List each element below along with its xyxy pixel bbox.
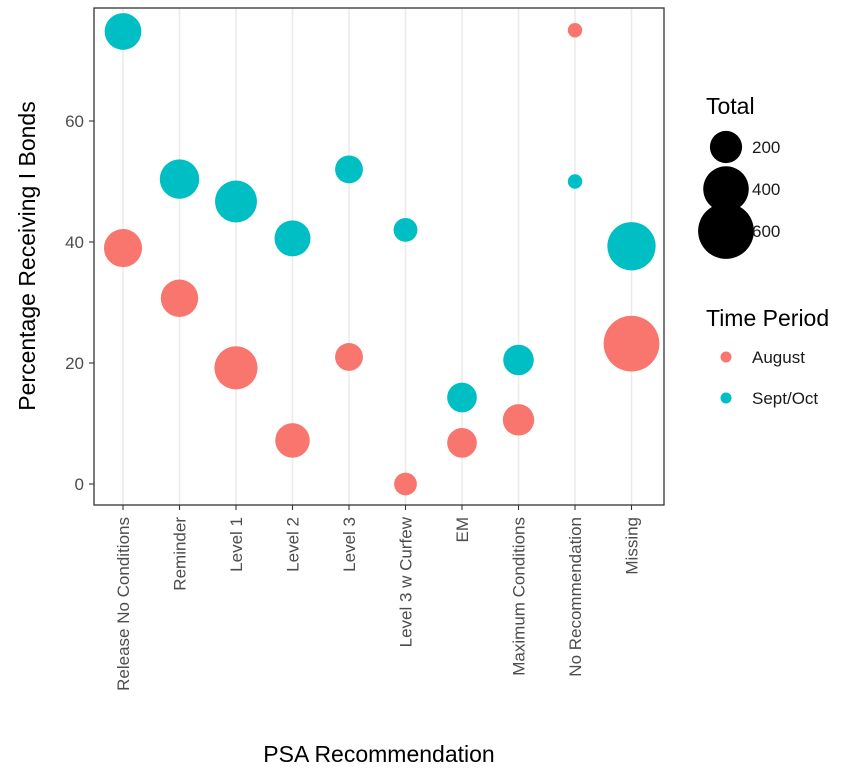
color-legend-title: Time Period xyxy=(706,305,829,331)
data-point-sept-oct xyxy=(567,174,583,189)
color-legend-key xyxy=(720,351,732,363)
color-legend-items: August Sept/Oct xyxy=(720,348,818,408)
size-legend-key xyxy=(709,130,743,164)
x-tick-label: Reminder xyxy=(171,517,190,591)
x-tick-label: Maximum Conditions xyxy=(510,517,529,676)
plot-border xyxy=(93,7,665,506)
data-point-sept-oct xyxy=(335,155,363,184)
x-axis: Release No Conditions Reminder Level 1 Leve… xyxy=(114,505,642,691)
size-legend-title: Total xyxy=(706,93,755,119)
size-legend-key xyxy=(703,166,749,212)
x-axis-title: PSA Recommendation xyxy=(263,741,494,767)
data-point-august xyxy=(335,343,363,371)
size-legend-label: 200 xyxy=(752,138,780,157)
y-tick-label: 40 xyxy=(65,233,84,252)
data-point-sept-oct xyxy=(447,382,477,413)
x-tick-label: EM xyxy=(453,517,472,543)
x-tick-label: No Recommendation xyxy=(566,517,585,677)
x-tick-label: Level 3 w Curfew xyxy=(397,516,416,647)
color-legend: Time Period August Sept/Oct xyxy=(706,305,829,408)
data-point-sept-oct xyxy=(607,222,656,271)
data-point-august xyxy=(447,428,477,458)
y-axis: 0 20 40 60 xyxy=(65,112,94,494)
y-tick-label: 0 xyxy=(75,475,84,494)
x-tick-label: Release No Conditions xyxy=(114,517,133,691)
plot-panel xyxy=(94,8,664,505)
data-point-sept-oct xyxy=(274,220,311,257)
x-tick-label: Missing xyxy=(623,517,642,575)
data-point-august xyxy=(160,279,199,317)
data-point-sept-oct xyxy=(159,159,200,199)
y-tick-label: 60 xyxy=(65,112,84,131)
data-point-august xyxy=(103,229,143,268)
color-legend-key xyxy=(720,392,732,404)
data-point-august xyxy=(603,315,660,372)
data-point-sept-oct xyxy=(215,180,257,223)
data-point-august xyxy=(394,472,417,496)
x-tick-label: Level 2 xyxy=(284,517,303,572)
data-point-august xyxy=(502,404,535,436)
data-point-sept-oct xyxy=(104,13,142,50)
data-point-august xyxy=(214,346,258,390)
data-point-sept-oct xyxy=(503,344,534,376)
data-points xyxy=(103,13,660,496)
data-point-sept-oct xyxy=(393,217,418,242)
y-tick-label: 20 xyxy=(65,354,84,373)
size-legend-label: 400 xyxy=(752,180,780,199)
data-point-august xyxy=(567,23,583,38)
color-legend-label: August xyxy=(752,348,805,367)
size-legend-items: 200 400 600 xyxy=(698,130,780,259)
size-legend-key xyxy=(698,203,754,259)
y-axis-title: Percentage Receiving I Bonds xyxy=(14,101,40,410)
data-point-august xyxy=(275,423,310,458)
x-tick-label: Level 1 xyxy=(227,517,246,572)
x-tick-label: Level 3 xyxy=(340,517,359,572)
color-legend-label: Sept/Oct xyxy=(752,389,818,408)
size-legend: Total 200 400 600 xyxy=(698,93,780,259)
size-legend-label: 600 xyxy=(752,222,780,241)
